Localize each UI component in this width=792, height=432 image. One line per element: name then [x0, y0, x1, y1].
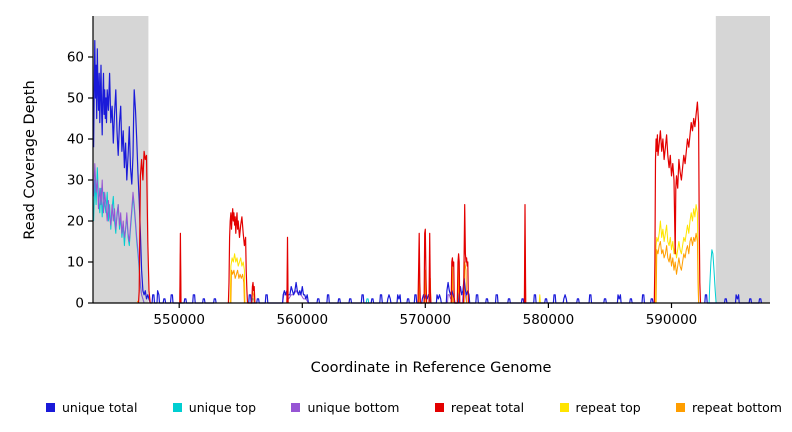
legend-label: unique bottom: [307, 400, 400, 415]
legend-item-repeat-total: repeat total: [434, 400, 525, 415]
series-line-repeat-total: [137, 101, 702, 304]
y-tick-label: 60: [67, 50, 84, 66]
chart-legend: unique total unique top unique bottom repea…: [46, 400, 782, 415]
chart-canvas: 550000 560000 570000 580000 590000 0 10 20 30 40 5…: [67, 16, 770, 328]
legend-item-unique-total: unique total: [46, 400, 137, 415]
x-tick-label: 560000: [277, 312, 329, 328]
x-tick-label: 550000: [153, 312, 205, 328]
legend-swatch-icon: [559, 403, 569, 412]
y-tick-label: 50: [67, 91, 84, 107]
legend-swatch-icon: [291, 403, 301, 412]
legend-swatch-icon: [434, 403, 444, 412]
series-line-unique-total: [93, 40, 762, 304]
y-tick-label: 0: [75, 296, 84, 312]
y-axis-title: Read Coverage Depth: [22, 80, 38, 240]
x-axis-title: Coordinate in Reference Genome: [310, 360, 552, 376]
y-tick-label: 30: [67, 173, 84, 189]
x-tick-label: 590000: [646, 312, 698, 328]
legend-label: repeat top: [575, 400, 641, 415]
y-tick-label: 10: [67, 255, 84, 271]
legend-label: unique total: [62, 400, 138, 415]
legend-item-repeat-bottom: repeat bottom: [676, 400, 782, 415]
legend-label: repeat total: [450, 400, 525, 415]
y-tick-label: 40: [67, 132, 84, 148]
series-line-unique-bottom: [93, 163, 468, 304]
legend-item-repeat-top: repeat top: [559, 400, 641, 415]
legend-label: unique top: [188, 400, 257, 415]
series-line-repeat-top: [229, 204, 700, 304]
masked-region-band: [715, 16, 770, 303]
y-tick-label: 20: [67, 214, 84, 230]
x-tick-label: 570000: [400, 312, 452, 328]
legend-swatch-icon: [172, 403, 182, 412]
legend-swatch-icon: [676, 403, 686, 412]
legend-swatch-icon: [46, 403, 55, 412]
x-tick-label: 580000: [523, 312, 575, 328]
legend-item-unique-top: unique top: [172, 400, 257, 415]
legend-label: repeat bottom: [692, 400, 782, 415]
series-line-unique-top: [93, 167, 717, 304]
legend-item-unique-bottom: unique bottom: [291, 400, 400, 415]
